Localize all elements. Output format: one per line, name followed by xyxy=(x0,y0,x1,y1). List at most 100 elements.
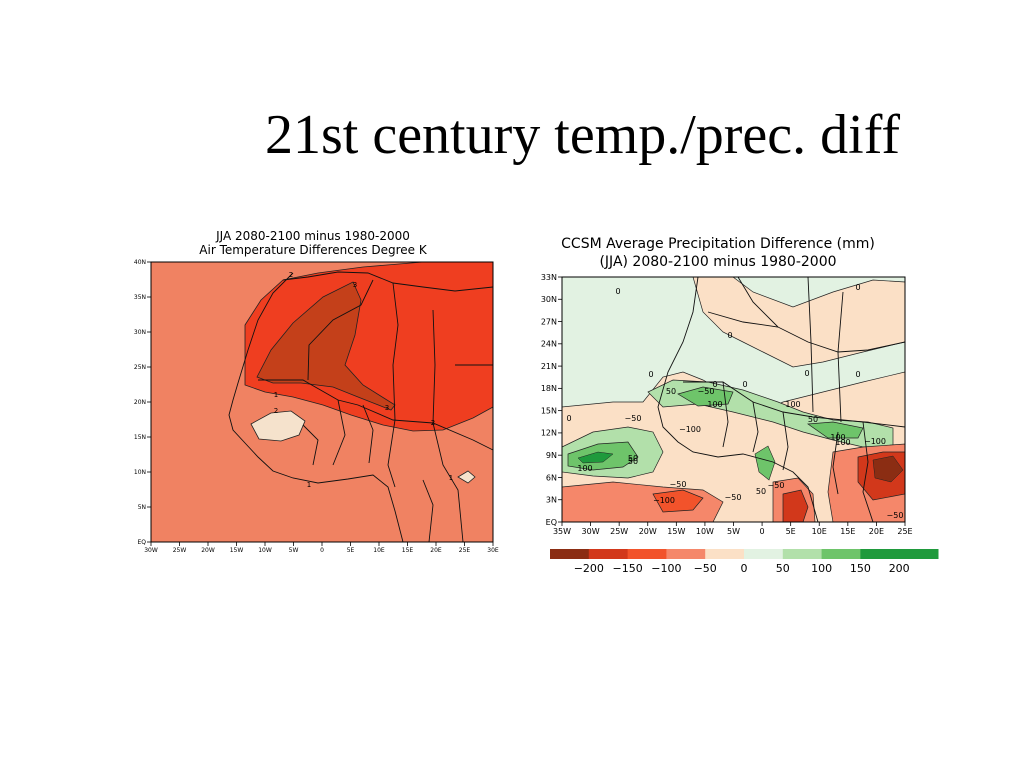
y-tick-label: 15N xyxy=(541,406,557,415)
temp-coastlines xyxy=(228,271,494,543)
x-tick-label: 35W xyxy=(553,527,571,536)
prec-contour-label: 50 xyxy=(628,457,638,466)
x-tick-label: 5W xyxy=(727,527,740,536)
prec-contour-label: 0 xyxy=(855,283,860,292)
prec-fill-below-neg200-east xyxy=(872,455,904,483)
temp-contour-label: 3 xyxy=(385,404,389,412)
temp-contour-label: 1 xyxy=(449,474,453,482)
temp-fill-2-to-3 xyxy=(244,261,494,432)
prec-contour-label: −50 xyxy=(768,481,785,490)
y-tick-label: 30N xyxy=(541,295,557,304)
prec-contour-label: 50 xyxy=(756,487,766,496)
y-tick-label: 40N xyxy=(134,259,146,266)
y-tick-label: 15N xyxy=(134,434,146,441)
x-tick-label: 5W xyxy=(289,547,299,554)
prec-chart-subtitle: (JJA) 2080-2100 minus 1980-2000 xyxy=(599,254,836,270)
prec-fill-100-to-150-east xyxy=(807,421,864,439)
x-tick-label: 5E xyxy=(347,547,355,554)
colorbar-segment xyxy=(627,549,667,559)
x-tick-label: 20E xyxy=(430,547,442,554)
temp-x-axis: 30W 25W 20W 15W 10W 5W 0 5E 10E 15E 20E 25E 30E xyxy=(144,542,499,554)
y-tick-label: 35N xyxy=(134,294,146,301)
prec-y-axis: EQ 3N 6N 9N 12N 15N 18N 21N 24N 27N 30N 33N xyxy=(541,273,562,527)
y-tick-label: 21N xyxy=(541,362,557,371)
prec-fill-neg100-gulf xyxy=(652,489,704,513)
x-tick-label: 25E xyxy=(459,547,471,554)
colorbar-segment xyxy=(821,549,861,559)
temp-fill-below-1-east xyxy=(457,470,476,484)
colorbar-tick-label: −150 xyxy=(612,562,642,575)
prec-contour-label: −100 xyxy=(679,425,701,434)
y-tick-label: 30N xyxy=(134,329,146,336)
x-tick-label: 10E xyxy=(812,527,827,536)
colorbar-segment xyxy=(899,549,939,559)
x-tick-label: 5E xyxy=(786,527,796,536)
prec-contour-label: −50 xyxy=(670,480,687,489)
prec-fill-neg150-central xyxy=(782,489,809,523)
prec-fill-100-to-150-west xyxy=(677,386,734,407)
prec-contour-label: 100 xyxy=(785,400,800,409)
prec-plot-area xyxy=(561,276,906,523)
prec-contour-label: −50 xyxy=(698,387,715,396)
prec-contour-label: 0 xyxy=(804,369,809,378)
y-tick-label: 20N xyxy=(134,399,146,406)
colorbar-tick-label: 100 xyxy=(811,562,832,575)
colorbar-segment xyxy=(588,549,629,559)
colorbar-segment xyxy=(744,549,784,559)
temp-y-axis: EQ 5N 10N 15N 20N 25N 30N 35N 40N xyxy=(134,259,151,546)
colorbar-tick-label: 150 xyxy=(850,562,871,575)
x-tick-label: 25W xyxy=(173,547,187,554)
colorbar-tick-label: −200 xyxy=(574,562,604,575)
y-tick-label: 25N xyxy=(134,364,146,371)
colorbar-tick-label: 0 xyxy=(741,562,748,575)
temp-contour-label: 2 xyxy=(289,271,293,279)
x-tick-label: 0 xyxy=(760,527,765,536)
prec-fill-above-150-atlantic xyxy=(577,451,614,464)
x-tick-label: 30E xyxy=(487,547,499,554)
temp-contour-labels: 2 3 2 1 3 2 1 1 xyxy=(274,271,453,489)
prec-contour-label: 100 xyxy=(835,438,850,447)
prec-coastlines xyxy=(657,276,906,523)
temp-fill-above-3 xyxy=(256,281,396,411)
prec-contour-label: −50 xyxy=(625,414,642,423)
y-tick-label: 24N xyxy=(541,340,557,349)
x-tick-label: 25E xyxy=(897,527,912,536)
y-tick-label: EQ xyxy=(546,518,557,527)
temp-contour-label: 3 xyxy=(353,281,357,289)
x-tick-label: 15W xyxy=(667,527,685,536)
prec-contour-label: 0 xyxy=(648,370,653,379)
y-tick-label: 3N xyxy=(546,496,557,505)
temp-contour-label: 1 xyxy=(307,481,311,489)
prec-contour-label: 0 xyxy=(855,370,860,379)
prec-contour-label: 0 xyxy=(712,380,717,389)
temp-contour-label: 2 xyxy=(431,419,435,427)
x-tick-label: 15E xyxy=(402,547,414,554)
colorbar-segment xyxy=(666,549,706,559)
x-tick-label: 20E xyxy=(869,527,884,536)
precipitation-difference-map: CCSM Average Precipitation Difference (m… xyxy=(541,236,939,575)
prec-contour-label: 0 xyxy=(727,331,732,340)
prec-contour-label: 100 xyxy=(707,400,722,409)
colorbar-tick-label: 200 xyxy=(889,562,910,575)
y-tick-label: 6N xyxy=(546,473,557,482)
prec-contour-label: 50 xyxy=(666,387,676,396)
y-tick-label: EQ xyxy=(137,539,146,546)
temp-contour-label: 2 xyxy=(274,407,278,415)
colorbar-segment xyxy=(782,549,823,559)
prec-contour-label: 100 xyxy=(830,433,845,442)
x-tick-label: 30W xyxy=(582,527,600,536)
prec-contour-label: 50 xyxy=(808,415,818,424)
x-tick-label: 25W xyxy=(610,527,628,536)
temp-fill-below-1 xyxy=(250,410,306,442)
colorbar-segment xyxy=(705,549,745,559)
prec-contour-label: 0 xyxy=(566,414,571,423)
x-tick-label: 15W xyxy=(230,547,244,554)
y-tick-label: 33N xyxy=(541,273,557,282)
prec-contour-label: 0 xyxy=(615,287,620,296)
temp-chart-subtitle: Air Temperature Differences Degree K xyxy=(199,243,428,257)
prec-x-axis: 35W 30W 25W 20W 15W 10W 5W 0 5E 10E 15E 20E 25E xyxy=(553,522,913,536)
y-tick-label: 18N xyxy=(541,384,557,393)
temperature-difference-map: JJA 2080-2100 minus 1980-2000 Air Temper… xyxy=(134,229,499,554)
prec-contour-label: 0 xyxy=(742,380,747,389)
